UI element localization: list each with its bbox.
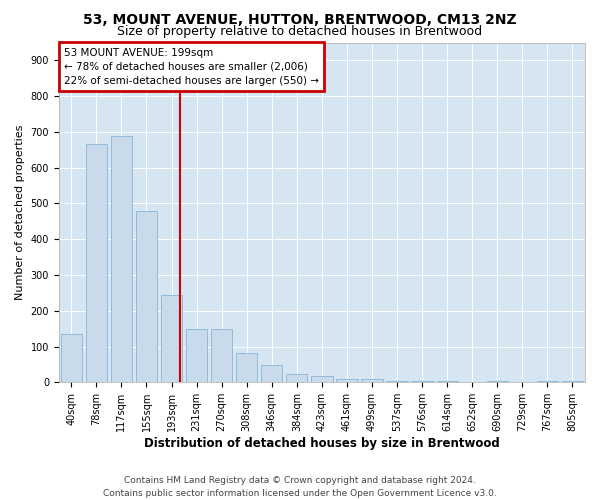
Bar xyxy=(136,210,157,382)
Y-axis label: Number of detached properties: Number of detached properties xyxy=(15,124,25,300)
Bar xyxy=(537,380,558,382)
Bar xyxy=(562,380,583,382)
Text: 53 MOUNT AVENUE: 199sqm
← 78% of detached houses are smaller (2,006)
22% of semi: 53 MOUNT AVENUE: 199sqm ← 78% of detache… xyxy=(64,48,319,86)
Bar xyxy=(86,144,107,382)
Bar xyxy=(236,352,257,382)
Bar xyxy=(261,365,283,382)
Bar xyxy=(61,334,82,382)
Text: 53, MOUNT AVENUE, HUTTON, BRENTWOOD, CM13 2NZ: 53, MOUNT AVENUE, HUTTON, BRENTWOOD, CM1… xyxy=(83,12,517,26)
Text: Size of property relative to detached houses in Brentwood: Size of property relative to detached ho… xyxy=(118,25,482,38)
Bar xyxy=(311,376,332,382)
Bar xyxy=(286,374,307,382)
Bar xyxy=(437,380,458,382)
Bar xyxy=(186,330,207,382)
Bar xyxy=(487,380,508,382)
Bar xyxy=(412,380,433,382)
Text: Contains HM Land Registry data © Crown copyright and database right 2024.
Contai: Contains HM Land Registry data © Crown c… xyxy=(103,476,497,498)
Bar xyxy=(386,380,408,382)
Bar xyxy=(361,380,383,382)
Bar xyxy=(161,294,182,382)
X-axis label: Distribution of detached houses by size in Brentwood: Distribution of detached houses by size … xyxy=(144,437,500,450)
Bar xyxy=(111,136,132,382)
Bar xyxy=(211,330,232,382)
Bar xyxy=(336,379,358,382)
